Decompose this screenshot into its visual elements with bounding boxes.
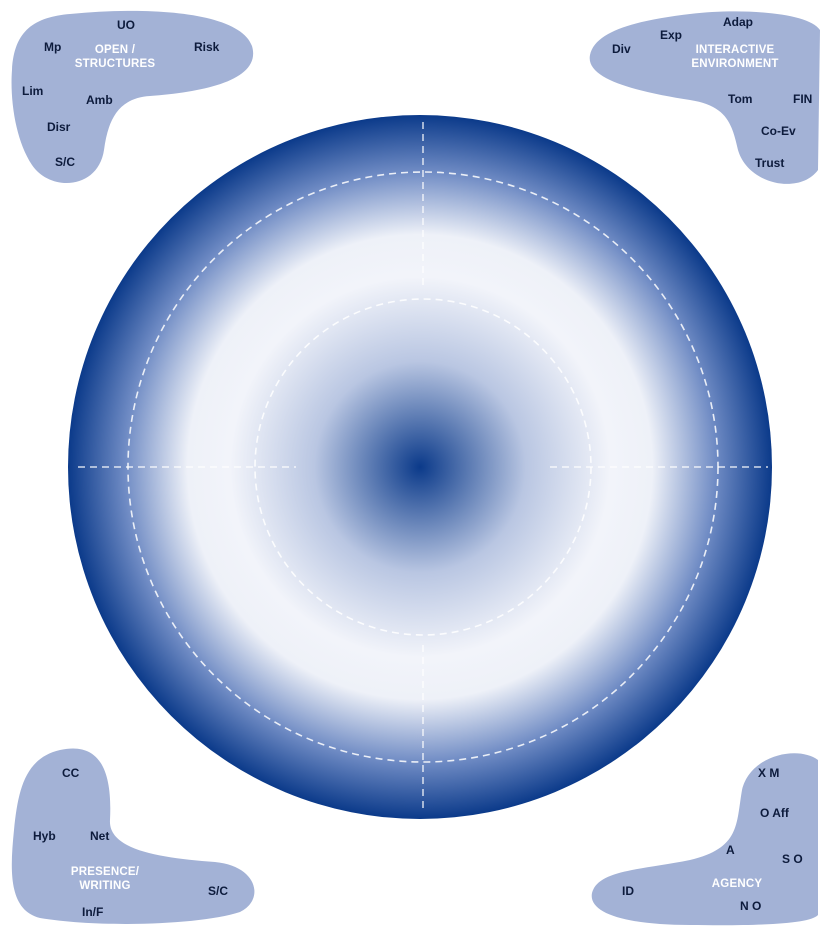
- blob-interactive-environment: [589, 11, 820, 184]
- blob-presence-writing: [11, 748, 255, 924]
- blob-agency: [591, 753, 818, 926]
- label-risk: Risk: [194, 40, 220, 54]
- label-lim: Lim: [22, 84, 44, 98]
- label-a: A: [726, 843, 735, 857]
- label-co-ev: Co-Ev: [761, 124, 796, 138]
- label-amb: Amb: [86, 93, 113, 107]
- group-title-open-structures: OPEN / STRUCTURES: [74, 44, 156, 70]
- label-div: Div: [612, 42, 631, 56]
- label-fin: FIN: [793, 92, 813, 106]
- label-adap: Adap: [723, 15, 753, 29]
- label-cc: CC: [62, 766, 80, 780]
- label-n-o: N O: [740, 899, 762, 913]
- blob-open-structures: [11, 10, 254, 184]
- label-net: Net: [90, 829, 110, 843]
- label-tom: Tom: [728, 92, 753, 106]
- group-title-interactive-environment: INTERACTIVE ENVIRONMENT: [691, 44, 779, 70]
- gradient-disk: [68, 115, 772, 819]
- label-mp: Mp: [44, 40, 62, 54]
- label-id: ID: [622, 884, 634, 898]
- label-o-aff: O Aff: [760, 806, 789, 820]
- label-exp: Exp: [660, 28, 683, 42]
- dashed-axes: [78, 122, 768, 812]
- label-hyb: Hyb: [33, 829, 56, 843]
- label-s-c-bottom: S/C: [208, 884, 229, 898]
- group-title-presence-writing: PRESENCE/ WRITING: [70, 866, 140, 892]
- label-in-f: In/F: [82, 905, 104, 919]
- label-disr: Disr: [47, 120, 71, 134]
- label-trust: Trust: [755, 156, 785, 170]
- label-x-m: X M: [758, 766, 780, 780]
- label-s-c-top: S/C: [55, 155, 76, 169]
- group-title-agency: AGENCY: [711, 878, 763, 890]
- label-s-o: S O: [782, 852, 803, 866]
- label-uo: UO: [117, 18, 135, 32]
